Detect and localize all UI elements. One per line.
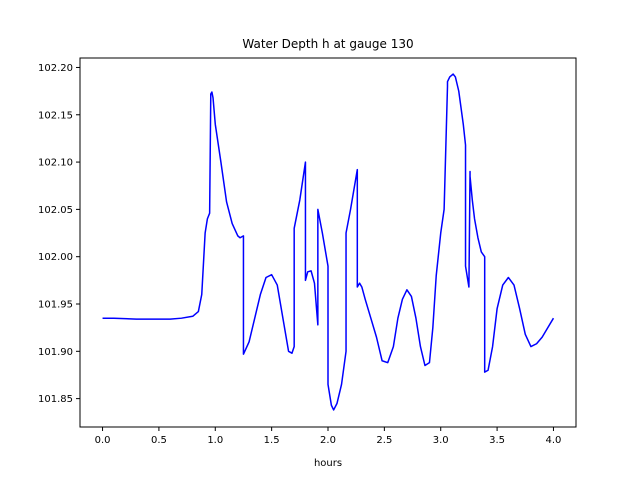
x-tick-label: 2.0: [320, 435, 336, 446]
y-axis: 101.85 101.90 101.95 102.00 102.05 102.10 102.…: [38, 63, 80, 405]
y-tick-label: 101.90: [38, 347, 73, 358]
y-tick-label: 102.15: [38, 110, 73, 121]
y-tick-label: 102.00: [38, 252, 73, 263]
series-line: [102, 73, 555, 411]
x-tick-label: 4.0: [546, 435, 562, 446]
x-axis-label: hours: [314, 458, 342, 469]
x-tick-label: 0.5: [151, 435, 167, 446]
y-tick-label: 102.10: [38, 158, 73, 169]
y-tick-label: 101.85: [38, 394, 73, 405]
x-tick-label: 3.5: [489, 435, 505, 446]
x-tick-label: 3.0: [433, 435, 449, 446]
y-tick-label: 101.95: [38, 300, 73, 311]
x-tick-label: 0.0: [95, 435, 111, 446]
x-tick-label: 1.5: [264, 435, 280, 446]
chart-title: Water Depth h at gauge 130: [242, 37, 413, 51]
x-tick-label: 1.0: [207, 435, 223, 446]
y-tick-label: 102.05: [38, 205, 73, 216]
x-tick-label: 2.5: [376, 435, 392, 446]
x-axis: 0.0 0.5 1.0 1.5 2.0 2.5 3.0 3.5 4.0: [95, 427, 562, 446]
y-tick-label: 102.20: [38, 63, 73, 74]
